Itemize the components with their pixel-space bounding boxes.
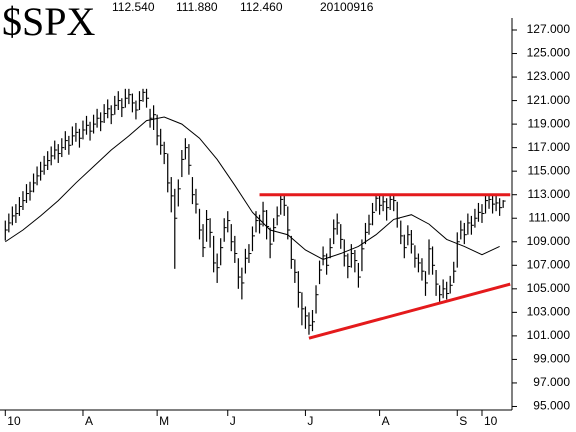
x-tick-label: 10 [7, 414, 21, 428]
y-tick-label: 115.000 [528, 163, 571, 177]
x-tick-label: A [382, 414, 390, 428]
y-tick-label: 125.000 [527, 46, 571, 60]
y-tick-label: 123.000 [527, 69, 571, 83]
y-tick-label: 107.000 [527, 257, 571, 271]
y-tick-label: 105.000 [527, 281, 571, 295]
info-high: 112.540 [112, 0, 155, 14]
x-tick-label: 10 [484, 414, 498, 428]
info-date: 20100916 [320, 0, 374, 14]
info-close: 112.460 [240, 0, 283, 14]
y-tick-label: 127.000 [527, 22, 571, 36]
moving-average [5, 116, 500, 260]
y-tick-label: 109.000 [527, 234, 571, 248]
y-tick-label: 103.000 [527, 305, 571, 319]
y-tick-label: 119.000 [528, 116, 571, 130]
y-tick-label: 97.000 [533, 375, 570, 389]
y-tick-label: 121.000 [527, 93, 571, 107]
y-tick-label: 117.000 [528, 140, 571, 154]
y-tick-label: 99.000 [533, 352, 570, 366]
info-low: 111.880 [176, 0, 218, 14]
y-tick-label: 111.000 [528, 210, 570, 224]
x-tick-label: J [307, 414, 313, 428]
y-tick-label: 113.000 [528, 187, 571, 201]
x-tick-label: J [230, 414, 236, 428]
y-tick-label: 95.000 [533, 399, 570, 413]
x-tick-label: S [459, 414, 467, 428]
chart-title: $SPX [2, 0, 95, 44]
y-tick-label: 101.000 [527, 328, 571, 342]
x-tick-label: A [85, 414, 93, 428]
x-tick-label: M [159, 414, 169, 428]
trendline [308, 282, 511, 340]
